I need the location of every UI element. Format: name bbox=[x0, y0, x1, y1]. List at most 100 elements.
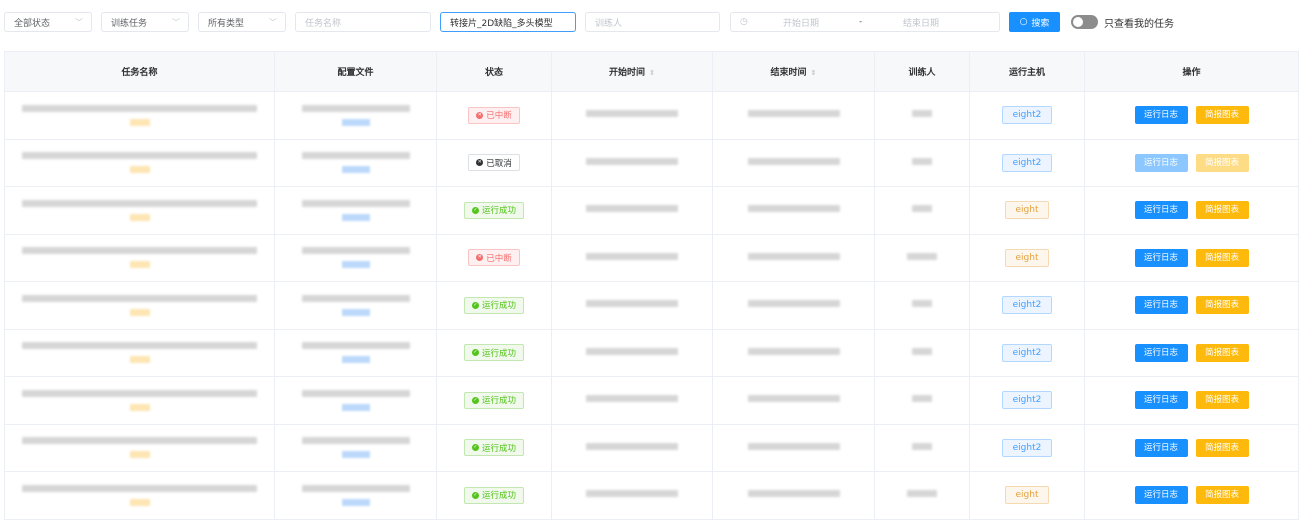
status-badge: ✕ 已中断 bbox=[468, 249, 520, 267]
run-log-button[interactable]: 运行日志 bbox=[1134, 343, 1188, 362]
run-log-button[interactable]: 运行日志 bbox=[1134, 486, 1188, 505]
task-kind-select[interactable]: 训练任务 ﹀ bbox=[101, 12, 189, 32]
header-task-name: 任务名称 bbox=[4, 51, 275, 92]
clock-icon: ◷ bbox=[740, 17, 748, 27]
header-start-time[interactable]: 开始时间 ⇕ bbox=[551, 51, 713, 92]
task-name-cell bbox=[4, 376, 275, 425]
report-chart-button[interactable]: 简报图表 bbox=[1195, 296, 1249, 315]
start-time-cell bbox=[551, 376, 713, 425]
status-cell: ✓ 运行成功 bbox=[436, 329, 552, 377]
config-cell bbox=[274, 424, 437, 472]
filter-bar: 全部状态 ﹀ 训练任务 ﹀ 所有类型 ﹀ 任务名称 转接片_2D缺陷_多头模型 训练人… bbox=[0, 12, 1300, 32]
report-chart-button[interactable]: 简报图表 bbox=[1195, 343, 1249, 362]
status-cell: ✓ 运行成功 bbox=[436, 424, 552, 472]
report-chart-button[interactable]: 简报图表 bbox=[1195, 438, 1249, 457]
search-icon: ○ bbox=[1019, 17, 1028, 27]
host-cell: eight2 bbox=[969, 91, 1085, 140]
status-icon: ✓ bbox=[471, 349, 479, 357]
status-icon: ✓ bbox=[471, 444, 479, 452]
sort-icon[interactable]: ⇕ bbox=[649, 69, 655, 77]
status-icon: ✓ bbox=[471, 206, 479, 214]
host-cell: eight2 bbox=[969, 139, 1085, 187]
host-tag: eight2 bbox=[1001, 391, 1053, 410]
report-chart-button[interactable]: 简报图表 bbox=[1195, 106, 1249, 125]
report-chart-button[interactable]: 简报图表 bbox=[1195, 486, 1249, 505]
task-name-cell bbox=[4, 471, 275, 520]
end-time-cell bbox=[712, 329, 875, 377]
end-time-cell bbox=[712, 139, 875, 187]
status-badge: ✕ 已取消 bbox=[468, 154, 520, 172]
end-time-cell bbox=[712, 281, 875, 330]
run-log-button[interactable]: 运行日志 bbox=[1134, 153, 1188, 172]
run-log-button[interactable]: 运行日志 bbox=[1134, 248, 1188, 267]
status-cell: ✓ 运行成功 bbox=[436, 471, 552, 520]
status-badge: ✓ 运行成功 bbox=[463, 439, 524, 457]
actions-cell: 运行日志 简报图表 bbox=[1084, 376, 1299, 425]
status-icon: ✕ bbox=[476, 254, 484, 262]
search-button[interactable]: ○ 搜索 bbox=[1009, 12, 1060, 32]
host-tag: eight2 bbox=[1001, 296, 1053, 315]
status-badge: ✓ 运行成功 bbox=[463, 391, 524, 409]
start-time-cell bbox=[551, 186, 713, 235]
chevron-down-icon: ﹀ bbox=[269, 18, 277, 27]
status-badge: ✓ 运行成功 bbox=[463, 296, 524, 314]
status-cell: ✕ 已中断 bbox=[436, 91, 552, 140]
config-cell bbox=[274, 91, 437, 140]
trainer-cell bbox=[874, 424, 970, 472]
actions-cell: 运行日志 简报图表 bbox=[1084, 281, 1299, 330]
type-select[interactable]: 所有类型 ﹀ bbox=[198, 12, 286, 32]
actions-cell: 运行日志 简报图表 bbox=[1084, 139, 1299, 187]
start-time-cell bbox=[551, 91, 713, 140]
report-chart-button[interactable]: 简报图表 bbox=[1195, 248, 1249, 267]
trainer-cell bbox=[874, 91, 970, 140]
start-time-cell bbox=[551, 139, 713, 187]
run-log-button[interactable]: 运行日志 bbox=[1134, 106, 1188, 125]
report-chart-button[interactable]: 简报图表 bbox=[1195, 391, 1249, 410]
only-mine-toggle[interactable] bbox=[1071, 15, 1098, 29]
table-row: ✓ 运行成功 eight2 运行日志 简报图表 bbox=[4, 376, 1299, 425]
run-log-button[interactable]: 运行日志 bbox=[1134, 391, 1188, 410]
run-log-button[interactable]: 运行日志 bbox=[1134, 201, 1188, 220]
header-status: 状态 bbox=[436, 51, 552, 92]
host-cell: eight bbox=[969, 471, 1085, 520]
host-cell: eight2 bbox=[969, 376, 1085, 425]
config-cell bbox=[274, 329, 437, 377]
status-cell: ✕ 已取消 bbox=[436, 139, 552, 187]
table-row: ✕ 已中断 eight 运行日志 简报图表 bbox=[4, 234, 1299, 282]
chevron-down-icon: ﹀ bbox=[75, 18, 83, 27]
keyword-input[interactable]: 转接片_2D缺陷_多头模型 bbox=[440, 12, 576, 32]
host-tag: eight bbox=[1004, 486, 1050, 505]
status-icon: ✓ bbox=[471, 491, 479, 499]
report-chart-button[interactable]: 简报图表 bbox=[1195, 153, 1249, 172]
actions-cell: 运行日志 简报图表 bbox=[1084, 424, 1299, 472]
end-time-cell bbox=[712, 376, 875, 425]
date-range-picker[interactable]: ◷ 开始日期 - 结束日期 bbox=[730, 12, 1000, 32]
table-row: ✓ 运行成功 eight 运行日志 简报图表 bbox=[4, 471, 1299, 520]
host-cell: eight bbox=[969, 234, 1085, 282]
table-row: ✓ 运行成功 eight2 运行日志 简报图表 bbox=[4, 329, 1299, 377]
trainer-cell bbox=[874, 329, 970, 377]
task-name-cell bbox=[4, 281, 275, 330]
trainer-input[interactable]: 训练人 bbox=[585, 12, 720, 32]
actions-cell: 运行日志 简报图表 bbox=[1084, 471, 1299, 520]
report-chart-button[interactable]: 简报图表 bbox=[1195, 201, 1249, 220]
run-log-button[interactable]: 运行日志 bbox=[1134, 438, 1188, 457]
status-cell: ✕ 已中断 bbox=[436, 234, 552, 282]
run-log-button[interactable]: 运行日志 bbox=[1134, 296, 1188, 315]
end-time-cell bbox=[712, 471, 875, 520]
header-end-time[interactable]: 结束时间 ⇕ bbox=[712, 51, 875, 92]
end-time-cell bbox=[712, 91, 875, 140]
config-cell bbox=[274, 139, 437, 187]
trainer-cell bbox=[874, 139, 970, 187]
status-icon: ✕ bbox=[476, 111, 484, 119]
start-time-cell bbox=[551, 234, 713, 282]
end-time-cell bbox=[712, 424, 875, 472]
actions-cell: 运行日志 简报图表 bbox=[1084, 186, 1299, 235]
task-name-cell bbox=[4, 329, 275, 377]
sort-icon[interactable]: ⇕ bbox=[810, 69, 817, 77]
end-time-cell bbox=[712, 186, 875, 235]
task-table: 任务名称 配置文件 状态 开始时间 ⇕ 结束时间 ⇕ 训练人 运行主机 操作 ✕ 已中… bbox=[4, 51, 1299, 520]
end-time-cell bbox=[712, 234, 875, 282]
status-select[interactable]: 全部状态 ﹀ bbox=[4, 12, 92, 32]
task-name-input[interactable]: 任务名称 bbox=[295, 12, 431, 32]
